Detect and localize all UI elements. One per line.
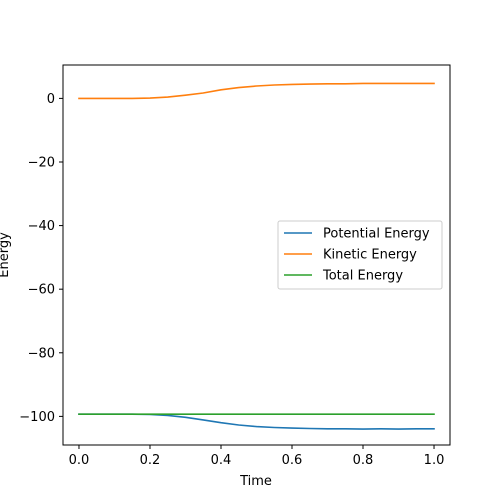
x-tick-label: 0.8 [353, 453, 374, 468]
legend-label-potential-energy: Potential Energy [323, 227, 430, 242]
x-tick-label: 0.6 [282, 453, 303, 468]
x-tick-label: 0.4 [211, 453, 232, 468]
legend-box [277, 220, 443, 290]
y-tick-label: −40 [28, 219, 55, 234]
x-tick-label: 0.0 [69, 453, 90, 468]
y-tick-label: −80 [28, 346, 55, 361]
y-tick-label: 0 [47, 92, 55, 107]
y-axis-label: Energy [0, 232, 12, 278]
x-tick-label: 1.0 [424, 453, 445, 468]
axes-frame [62, 64, 451, 446]
legend-label-kinetic-energy: Kinetic Energy [323, 248, 417, 263]
y-tick-label: −100 [19, 410, 55, 425]
y-axis-ticks: 0 −20 −40 −60 −80 −100 [19, 92, 63, 425]
series-line-kinetic-energy [78, 82, 435, 100]
legend-label-total-energy: Total Energy [322, 269, 403, 284]
x-axis-label: Time [239, 474, 272, 489]
x-tick-label: 0.2 [140, 453, 161, 468]
x-axis-ticks: 0.0 0.2 0.4 0.6 0.8 1.0 [69, 445, 445, 468]
y-tick-label: −20 [28, 155, 55, 170]
series-layer [78, 82, 435, 430]
legend: Potential Energy Kinetic Energy Total Ener… [277, 220, 443, 290]
y-tick-label: −60 [28, 283, 55, 298]
